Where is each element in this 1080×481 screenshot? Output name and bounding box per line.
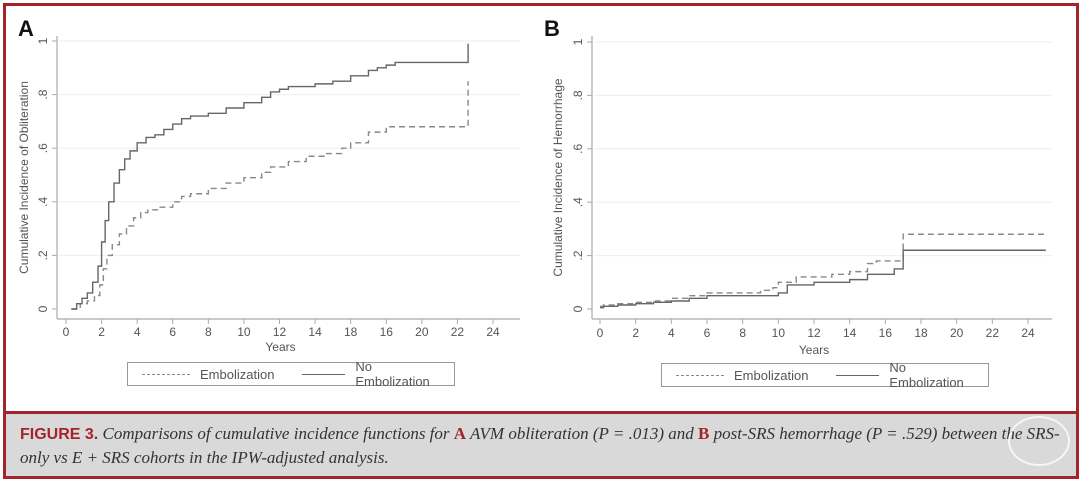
legend-label: No Embolization — [889, 360, 964, 390]
x-tick-label: 4 — [668, 326, 675, 340]
y-tick-label: .4 — [571, 197, 585, 207]
x-tick-label: 6 — [169, 325, 176, 339]
y-tick-label: .8 — [36, 89, 50, 99]
legend-a: Embolization No Embolization — [127, 359, 455, 389]
series-no-embolization-line — [600, 249, 1046, 309]
x-tick-label: 22 — [986, 326, 1000, 340]
x-tick-label: 2 — [98, 325, 105, 339]
x-axis-label: Years — [265, 340, 295, 354]
legend-b: Embolization No Embolization — [661, 360, 989, 390]
x-tick-label: 8 — [739, 326, 746, 340]
x-tick-label: 16 — [879, 326, 893, 340]
x-axis-label: Years — [799, 343, 829, 357]
y-tick-label: 0 — [36, 305, 50, 312]
x-tick-label: 10 — [772, 326, 786, 340]
dashed-line-swatch — [142, 373, 190, 375]
x-tick-label: 12 — [273, 325, 287, 339]
caption-text: Comparisons of cumulative incidence func… — [98, 424, 454, 443]
x-tick-label: 18 — [344, 325, 358, 339]
x-tick-label: 14 — [308, 325, 322, 339]
x-tick-label: 0 — [597, 326, 604, 340]
x-tick-label: 18 — [914, 326, 928, 340]
charts-svg: A0.2.4.6.810 2 4 6 8 10 12 14 18 16 20 22 24YearsCum… — [17, 16, 1052, 357]
legend-item-no-embolization: No Embolization — [302, 359, 440, 389]
legend-label: Embolization — [200, 366, 275, 382]
figure-caption: FIGURE 3. Comparisons of cumulative inci… — [6, 411, 1076, 476]
x-tick-label: 24 — [1021, 326, 1035, 340]
legend-item-embolization: Embolization — [676, 368, 808, 383]
figure-label: FIGURE 3. — [20, 426, 99, 443]
y-tick-label: .8 — [571, 90, 585, 100]
watermark-logo — [1008, 416, 1070, 466]
x-tick-label: 22 — [451, 325, 465, 339]
caption-text: AVM obliteration (P = .013) and — [466, 424, 698, 443]
y-tick-label: 1 — [571, 38, 585, 45]
x-tick-label: 12 — [807, 326, 821, 340]
y-tick-label: .2 — [36, 250, 50, 260]
dashed-line-swatch — [676, 374, 724, 376]
x-tick-label: 0 — [63, 325, 70, 339]
legend-item-no-embolization: No Embolization — [836, 360, 974, 390]
series-no-embolization-line — [71, 43, 469, 310]
y-tick-label: 1 — [36, 37, 50, 44]
solid-line-swatch — [836, 374, 880, 376]
y-tick-label: .2 — [571, 250, 585, 260]
panel-ref-a: A — [453, 424, 467, 443]
legend-label: No Embolization — [355, 359, 430, 389]
x-tick-label: 2 — [632, 326, 639, 340]
solid-line-swatch — [302, 373, 346, 375]
x-tick-label: 8 — [205, 325, 212, 339]
x-tick-label: 16 — [380, 325, 394, 339]
y-axis-label: Cumulative Incidence of Obliteration — [17, 81, 31, 274]
panel-label-b: B — [544, 16, 560, 41]
series-embolization-line — [600, 233, 1046, 308]
y-tick-label: .6 — [571, 143, 585, 153]
x-tick-label: 6 — [704, 326, 711, 340]
figure-frame: A 0.2.4.6.8 1 0 2 4 6 8 10 12 14 18 16 20 22 24 Years Cum… — [3, 3, 1079, 479]
panel-ref-b: B — [698, 424, 710, 443]
series-embolization-line — [71, 81, 469, 310]
x-tick-label: 4 — [134, 325, 141, 339]
x-tick-label: 20 — [415, 325, 429, 339]
x-tick-label: 14 — [843, 326, 857, 340]
caption-text: post-SRS hemorrhage (P = .529) between t… — [20, 424, 1060, 467]
legend-item-embolization: Embolization — [142, 367, 274, 382]
y-tick-label: 0 — [571, 305, 585, 312]
x-tick-label: 10 — [237, 325, 251, 339]
y-axis-label: Cumulative Incidence of Hemorrhage — [551, 78, 565, 276]
x-tick-label: 24 — [486, 325, 500, 339]
legend-label: Embolization — [734, 367, 809, 383]
panel-label-a: A — [18, 16, 34, 41]
x-tick-label: 20 — [950, 326, 964, 340]
y-tick-label: .6 — [36, 143, 50, 153]
y-tick-label: .4 — [36, 196, 50, 206]
figure-area: A 0.2.4.6.8 1 0 2 4 6 8 10 12 14 18 16 20 22 24 Years Cum… — [6, 6, 1076, 406]
